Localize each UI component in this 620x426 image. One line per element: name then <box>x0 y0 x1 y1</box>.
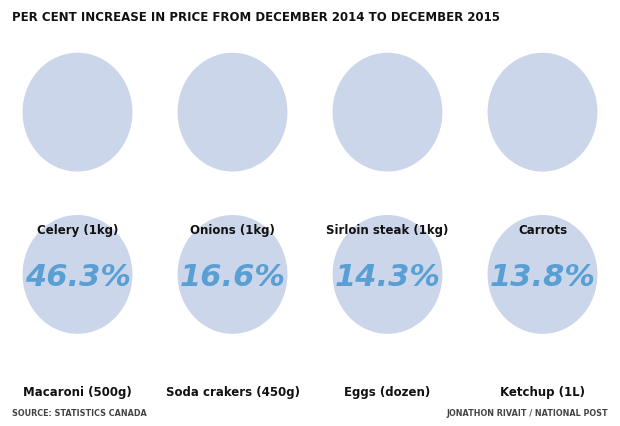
Ellipse shape <box>24 54 131 171</box>
Text: 16.6%: 16.6% <box>180 262 285 291</box>
Text: 14.3%: 14.3% <box>335 262 440 291</box>
Ellipse shape <box>489 216 596 333</box>
Ellipse shape <box>334 216 441 333</box>
Ellipse shape <box>489 54 596 171</box>
Ellipse shape <box>179 54 286 171</box>
Ellipse shape <box>179 216 286 333</box>
Text: Carrots: Carrots <box>518 224 567 236</box>
Text: Soda crakers (450g): Soda crakers (450g) <box>166 386 299 398</box>
Ellipse shape <box>334 54 441 171</box>
Text: JONATHON RIVAIT / NATIONAL POST: JONATHON RIVAIT / NATIONAL POST <box>446 408 608 417</box>
Text: PER CENT INCREASE IN PRICE FROM DECEMBER 2014 TO DECEMBER 2015: PER CENT INCREASE IN PRICE FROM DECEMBER… <box>12 11 500 23</box>
Text: Sirloin steak (1kg): Sirloin steak (1kg) <box>326 224 449 236</box>
Text: 5.0%: 5.0% <box>345 424 430 426</box>
Text: Eggs (dozen): Eggs (dozen) <box>344 386 431 398</box>
Text: 13.8%: 13.8% <box>490 262 595 291</box>
Text: 12.5%: 12.5% <box>25 424 130 426</box>
Text: Ketchup (1L): Ketchup (1L) <box>500 386 585 398</box>
Ellipse shape <box>24 216 131 333</box>
Text: Macaroni (500g): Macaroni (500g) <box>23 386 132 398</box>
Text: SOURCE: STATISTICS CANADA: SOURCE: STATISTICS CANADA <box>12 408 147 417</box>
Text: 46.3%: 46.3% <box>25 262 130 291</box>
Text: 2.6%: 2.6% <box>500 424 585 426</box>
Text: Celery (1kg): Celery (1kg) <box>37 224 118 236</box>
Text: Onions (1kg): Onions (1kg) <box>190 224 275 236</box>
Text: 11.1%: 11.1% <box>180 424 285 426</box>
